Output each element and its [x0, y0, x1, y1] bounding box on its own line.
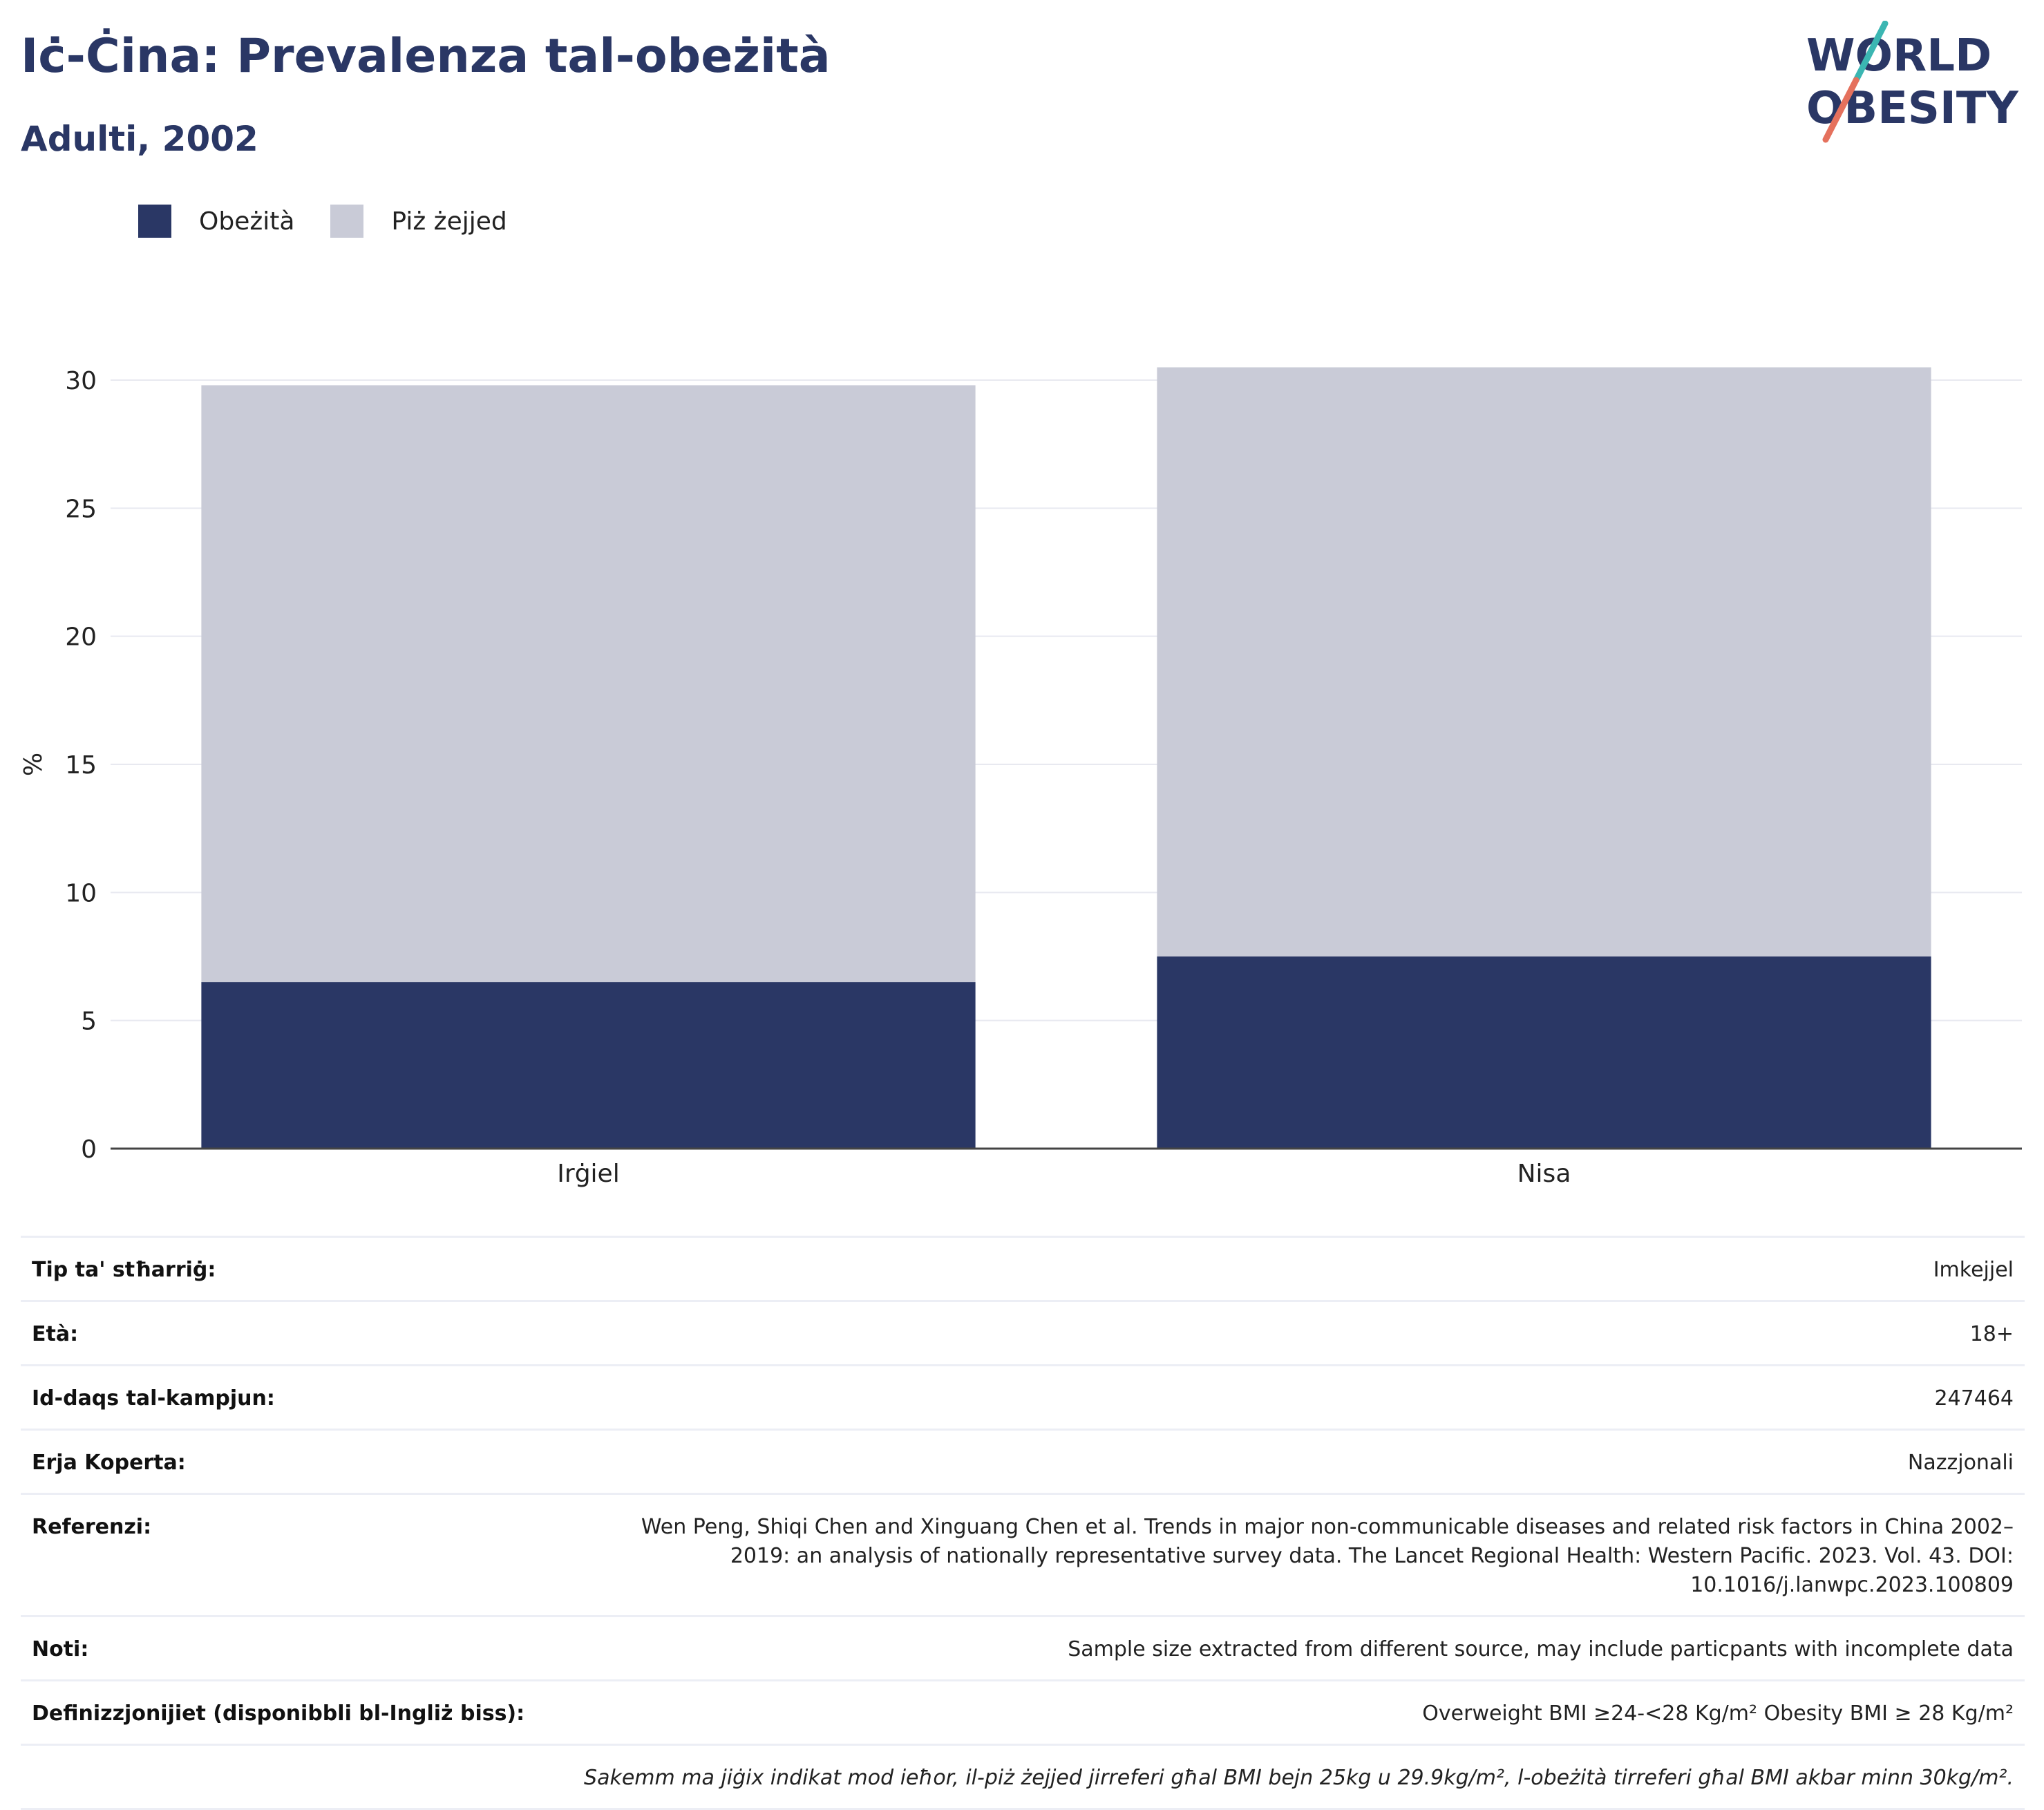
info-label: Id-daqs tal-kampjun: [32, 1386, 275, 1411]
legend-item-obesity: Obeżità [138, 205, 294, 238]
info-value: Wen Peng, Shiqi Chen and Xinguang Chen e… [641, 1515, 2014, 1597]
info-row-sample-size: Id-daqs tal-kampjun: 247464 [21, 1364, 2025, 1429]
info-row-area: Erja Koperta: Nazzjonali [21, 1429, 2025, 1493]
info-label: Noti: [32, 1637, 89, 1661]
info-value: 247464 [1934, 1386, 2014, 1411]
bar-segment-overweight [201, 385, 976, 983]
bar-segment-obesity [201, 982, 976, 1149]
info-row-survey-type: Tip ta' stħarriġ: Imkejjel [21, 1236, 2025, 1300]
svg-text:WORLD: WORLD [1806, 30, 1991, 82]
info-row-definitions: Definizzjonijiet (disponibbli bl-Ingliż … [21, 1679, 2025, 1744]
legend-swatch-overweight [330, 205, 364, 238]
y-tick-label: 5 [81, 1008, 97, 1036]
info-row-footnote: Sakemm ma jiġix indikat mod ieħor, il-pi… [21, 1744, 2025, 1810]
bar-chart: 0 5 10 15 20 25 30 Irġiel Nisa% [19, 367, 2022, 1188]
footnote: Sakemm ma jiġix indikat mod ieħor, il-pi… [584, 1766, 2014, 1790]
info-table: Tip ta' stħarriġ: Imkejjel Età: 18+ Id-d… [21, 1236, 2025, 1810]
info-row-notes: Noti: Sample size extracted from differe… [21, 1615, 2025, 1679]
y-tick-label: 10 [65, 879, 97, 907]
page-subtitle: Adulti, 2002 [21, 119, 258, 159]
y-tick-label: 0 [81, 1135, 97, 1164]
info-row-age: Età: 18+ [21, 1300, 2025, 1364]
info-label: Erja Koperta: [32, 1451, 186, 1475]
info-label: Tip ta' stħarriġ: [32, 1258, 216, 1282]
legend-swatch-obesity [138, 205, 171, 238]
y-axis-title: % [19, 753, 48, 776]
info-value: 18+ [1969, 1322, 2014, 1346]
x-tick-label: Nisa [1517, 1160, 1571, 1188]
info-value: Nazzjonali [1907, 1451, 2014, 1475]
chart-legend: Obeżità Piż żejjed [138, 205, 543, 238]
y-tick-label: 15 [65, 751, 97, 780]
info-value: Overweight BMI ≥24-<28 Kg/m² Obesity BMI… [1422, 1701, 2014, 1726]
legend-label-overweight: Piż żejjed [391, 207, 507, 236]
info-label: Referenzi: [32, 1515, 152, 1539]
legend-label-obesity: Obeżità [199, 207, 295, 236]
page-title: Iċ-Ċina: Prevalenza tal-obeżità [21, 29, 831, 84]
y-tick-label: 20 [65, 623, 97, 652]
info-value: Imkejjel [1933, 1258, 2014, 1282]
bar-segment-overweight [1157, 367, 1931, 956]
info-label: Età: [32, 1322, 79, 1346]
x-tick-label: Irġiel [557, 1160, 619, 1188]
y-tick-label: 30 [65, 367, 97, 395]
y-tick-label: 25 [65, 495, 97, 523]
info-row-references: Referenzi: Wen Peng, Shiqi Chen and Xing… [21, 1493, 2025, 1615]
legend-item-overweight: Piż żejjed [330, 205, 507, 238]
info-value: Sample size extracted from different sou… [1068, 1637, 2014, 1661]
world-obesity-logo: WORLD OBESITY [1806, 21, 2018, 143]
info-label: Definizzjonijiet (disponibbli bl-Ingliż … [32, 1701, 525, 1726]
bar-segment-obesity [1157, 956, 1931, 1149]
